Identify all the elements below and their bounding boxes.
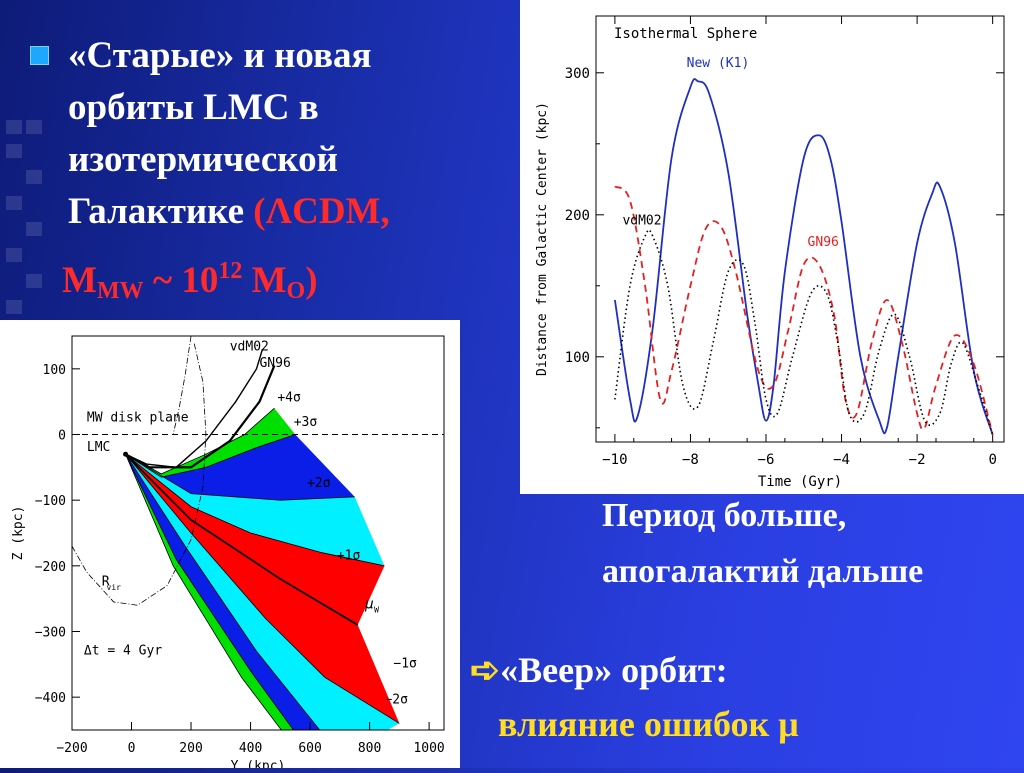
series-line-gn96 bbox=[614, 185, 994, 436]
orbit-gn96 bbox=[125, 365, 276, 469]
y-tick-label: −300 bbox=[35, 626, 66, 641]
bullet-line-4: Галактике (ΛCDM, bbox=[68, 186, 508, 238]
bullet-line-3: изотермической bbox=[68, 139, 338, 180]
x-tick-label: −200 bbox=[56, 741, 87, 756]
label-vdm02: vdM02 bbox=[230, 339, 269, 354]
mass-close: ) bbox=[305, 260, 318, 301]
square-bullet-icon bbox=[30, 46, 49, 65]
y-tick-label: 300 bbox=[565, 66, 590, 82]
fan-band-green bbox=[125, 408, 296, 478]
fan-boundary-plus3sigma bbox=[125, 434, 296, 478]
fan-boundary-minus1sigma bbox=[125, 453, 400, 724]
x-tick-label: 600 bbox=[298, 741, 321, 756]
dashdot-curve bbox=[172, 336, 192, 435]
y-axis-label: Z (kpc) bbox=[11, 506, 26, 561]
y-tick-label: −400 bbox=[35, 691, 66, 706]
x-tick-label: −4 bbox=[833, 452, 850, 468]
mass-sup: 12 bbox=[218, 258, 243, 284]
label-gn96: GN96 bbox=[259, 356, 290, 371]
label-sigma: +1σ bbox=[337, 548, 361, 563]
x-tick-label: 0 bbox=[988, 452, 996, 468]
y-tick-label: −200 bbox=[35, 560, 66, 575]
label-sigma: +2σ bbox=[307, 476, 331, 491]
x-tick-label: −2 bbox=[909, 452, 926, 468]
label-lmc: LMC bbox=[87, 440, 110, 455]
x-tick-label: −6 bbox=[758, 452, 775, 468]
label-sigma: +3σ bbox=[294, 415, 318, 430]
label-rvir: R bbox=[102, 575, 110, 590]
fan-boundary-minus3sigma bbox=[125, 454, 294, 730]
mass-mid: ~ 10 bbox=[143, 260, 219, 301]
label-mu-w: μ bbox=[364, 597, 373, 613]
lmc-marker bbox=[123, 451, 129, 457]
label-rvir-sub: vir bbox=[107, 583, 122, 592]
series-line-vdm02 bbox=[614, 229, 994, 436]
bullet-line-4-red: (ΛCDM, bbox=[253, 191, 390, 232]
x-tick-label: −10 bbox=[602, 452, 627, 468]
fan-line-1-text: «Веер» орбит: bbox=[500, 650, 728, 690]
x-axis-label: Y (kpc) bbox=[231, 759, 286, 768]
fan-chart: −200 0 200 400 600 800 10001000−100−200−300−40… bbox=[11, 335, 445, 773]
decorative-squares bbox=[0, 100, 60, 330]
x-tick-label: 800 bbox=[358, 741, 381, 756]
fan-band-cyan bbox=[125, 454, 385, 566]
y-axis-label: Distance from Galactic Center (kpc) bbox=[535, 102, 550, 376]
y-tick-label: 200 bbox=[565, 208, 590, 224]
fan-boundary-minus2sigma bbox=[125, 453, 321, 730]
x-tick-label: 1000 bbox=[413, 741, 444, 756]
mass-line: MMW ~ 1012 MO) bbox=[62, 258, 318, 305]
chart-title: Isothermal Sphere bbox=[614, 26, 757, 42]
plot-frame bbox=[595, 15, 1005, 443]
orbit-vdm02 bbox=[125, 348, 264, 469]
fan-boundary-plus1sigma bbox=[125, 453, 385, 567]
fan-group bbox=[72, 336, 444, 730]
y-tick-label: 0 bbox=[58, 429, 66, 444]
label-sigma: −2σ bbox=[384, 693, 408, 708]
label-new-k1: New (K1) bbox=[687, 56, 750, 71]
fan-line-1: ➪«Веер» орбит: bbox=[470, 646, 728, 694]
label-vdm02: vdM02 bbox=[622, 214, 661, 229]
fan-chart-panel: −200 0 200 400 600 800 1000 100 0 −100 −200 −300 −40… bbox=[0, 320, 460, 773]
fan-band-red bbox=[125, 454, 385, 625]
label-disk-plane: MW disk plane bbox=[87, 410, 189, 425]
mass-suffix: M bbox=[242, 260, 287, 301]
fan-boundary-plus2sigma bbox=[125, 453, 355, 501]
x-tick-label: −8 bbox=[682, 452, 699, 468]
y-tick-label: −100 bbox=[35, 494, 66, 509]
bullet-line-2: орбиты LMC в bbox=[68, 87, 319, 128]
bullet-line-1: «Старые» и новая bbox=[68, 35, 372, 76]
fan-boundary-minus4sigma bbox=[125, 454, 282, 730]
label-sigma: −1σ bbox=[393, 657, 417, 672]
distance-chart-panel: −10 −8 −6 −4 −2 0 100 200 300 Time (Gyr) Distance … bbox=[520, 0, 1024, 494]
y-tick-label: 100 bbox=[565, 350, 590, 366]
mass-sub-2: O bbox=[286, 278, 306, 304]
x-tick-label: 0 bbox=[128, 741, 136, 756]
distance-chart: −10 −8 −6 −4 −2 0 100 200 300 Time (Gyr) Distance … bbox=[535, 15, 1005, 490]
plot-frame bbox=[71, 335, 445, 731]
virial-radius-curve bbox=[72, 342, 207, 606]
fan-band-blue bbox=[125, 434, 355, 501]
arrow-left-icon: ➪ bbox=[470, 650, 501, 690]
label-sigma: +4σ bbox=[277, 391, 301, 406]
series-line-new-k1- bbox=[613, 78, 994, 436]
x-axis-label: Time (Gyr) bbox=[758, 474, 842, 490]
caption-line-2: апогалактий дальше bbox=[602, 553, 924, 590]
y-tick-label: 100 bbox=[43, 363, 66, 378]
label-gn96: GN96 bbox=[808, 235, 839, 250]
label-delta-t: Δt = 4 Gyr bbox=[84, 643, 162, 658]
mass-prefix: M bbox=[62, 260, 97, 301]
caption-line-1: Период больше, bbox=[602, 497, 847, 534]
x-tick-label: 400 bbox=[239, 741, 262, 756]
mass-sub: MW bbox=[96, 278, 144, 304]
fan-boundary-mu_w bbox=[124, 453, 359, 626]
x-tick-label: 200 bbox=[179, 741, 202, 756]
bullet-line-4-text: Галактике bbox=[68, 191, 254, 232]
fan-line-2: влияние ошибок μ bbox=[498, 704, 799, 744]
label-mu-w-sub: W bbox=[374, 606, 379, 615]
fan-band-red bbox=[125, 454, 400, 724]
